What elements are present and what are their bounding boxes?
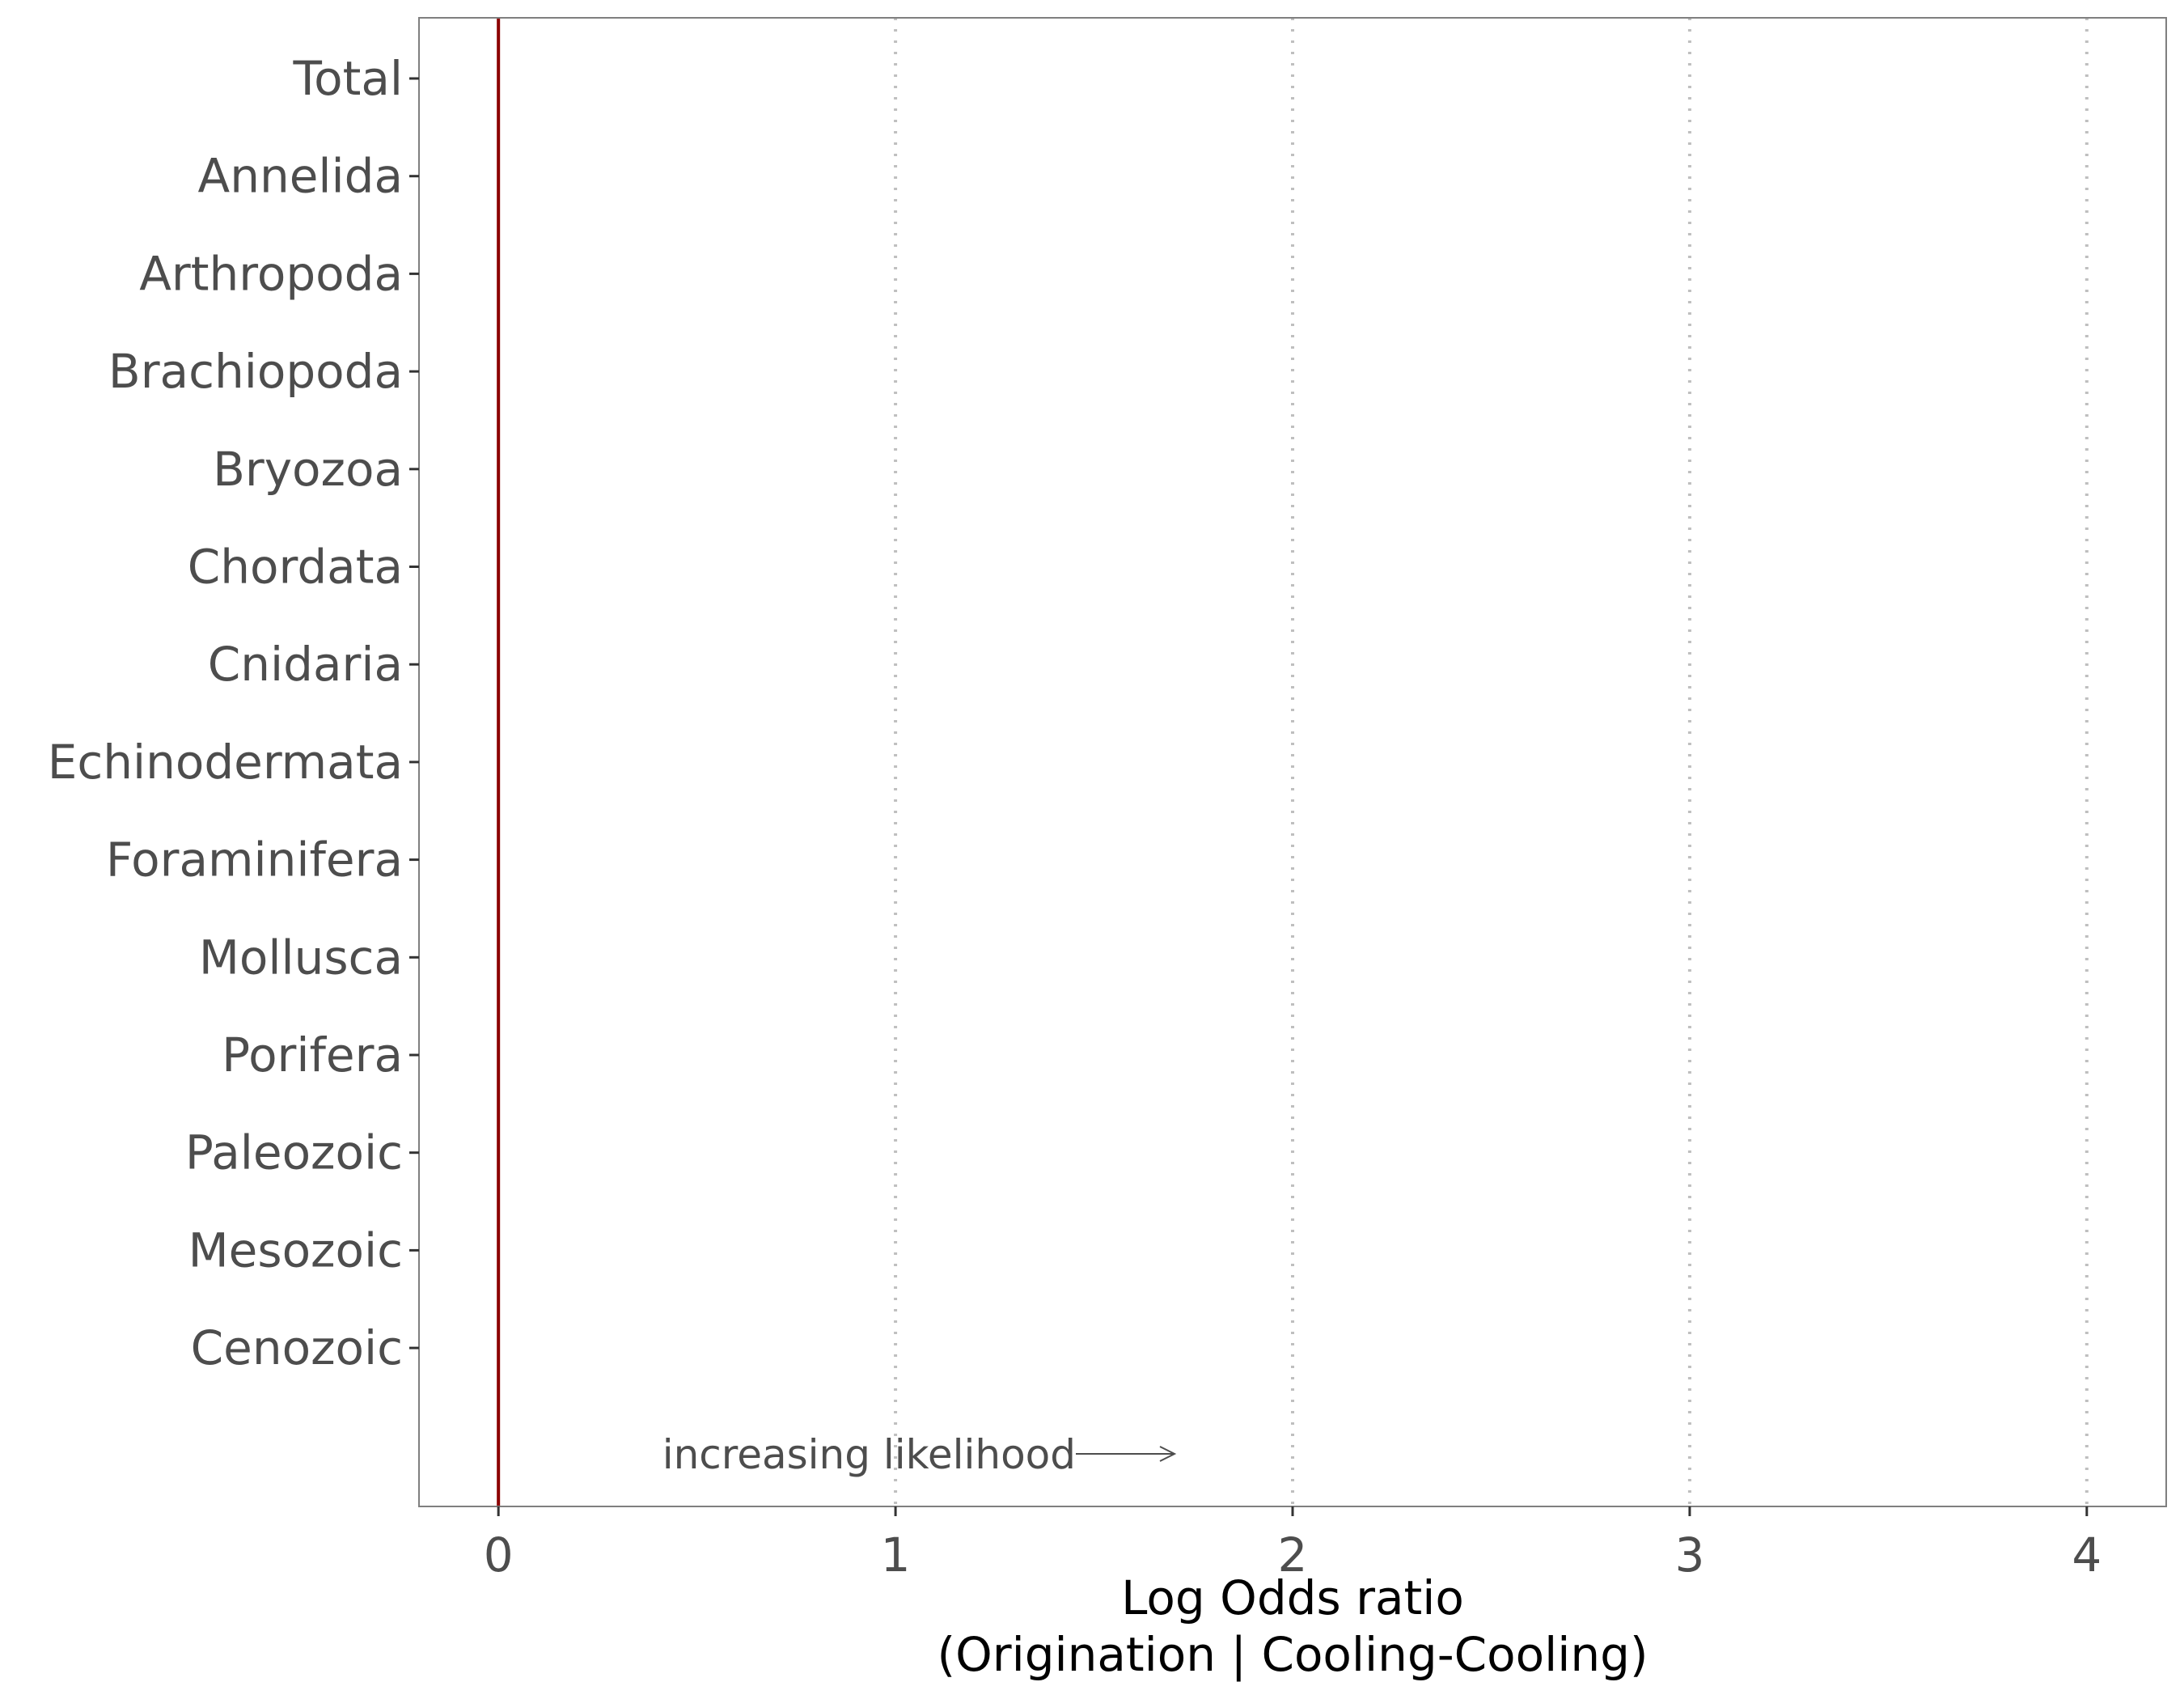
y-tick-label: Mollusca xyxy=(199,930,403,985)
x-axis: 0 1 2 3 4 xyxy=(484,1506,2101,1582)
plot-panel xyxy=(418,17,2167,1507)
annotation-arrowhead xyxy=(1159,1446,1177,1462)
x-axis-title-line2: (Origination | Cooling-Cooling) xyxy=(937,1627,1648,1682)
x-tick-label: 2 xyxy=(1278,1527,1308,1582)
y-tick-label: Echinodermata xyxy=(48,735,403,790)
x-tick-label: 3 xyxy=(1674,1527,1704,1582)
y-tick-label: Chordata xyxy=(188,540,403,595)
x-tick-label: 1 xyxy=(881,1527,911,1582)
y-tick-label: Arthropoda xyxy=(139,246,403,301)
annotation: increasing likelihood xyxy=(662,1431,1177,1478)
y-tick-label: Cnidaria xyxy=(208,637,403,692)
x-tick-label: 4 xyxy=(2072,1527,2101,1582)
y-tick-label: Porifera xyxy=(222,1027,403,1083)
y-tick-label: Paleozoic xyxy=(185,1125,403,1180)
y-tick-label: Brachiopoda xyxy=(108,344,403,399)
grid-lines xyxy=(894,18,2089,1506)
annotation-text: increasing likelihood xyxy=(662,1431,1076,1478)
y-tick-label: Mesozoic xyxy=(188,1222,403,1277)
y-tick-label: Total xyxy=(293,51,403,106)
x-axis-title-line1: Log Odds ratio xyxy=(1121,1570,1464,1625)
x-tick-label: 0 xyxy=(484,1527,514,1582)
y-tick-label: Annelida xyxy=(198,149,403,204)
y-tick-label: Bryozoa xyxy=(213,442,403,497)
y-tick-label: Cenozoic xyxy=(191,1320,403,1375)
y-axis: Total Annelida Arthropoda Brachiopoda Bryozo… xyxy=(48,51,419,1375)
y-tick-label: Foraminifera xyxy=(106,833,403,888)
